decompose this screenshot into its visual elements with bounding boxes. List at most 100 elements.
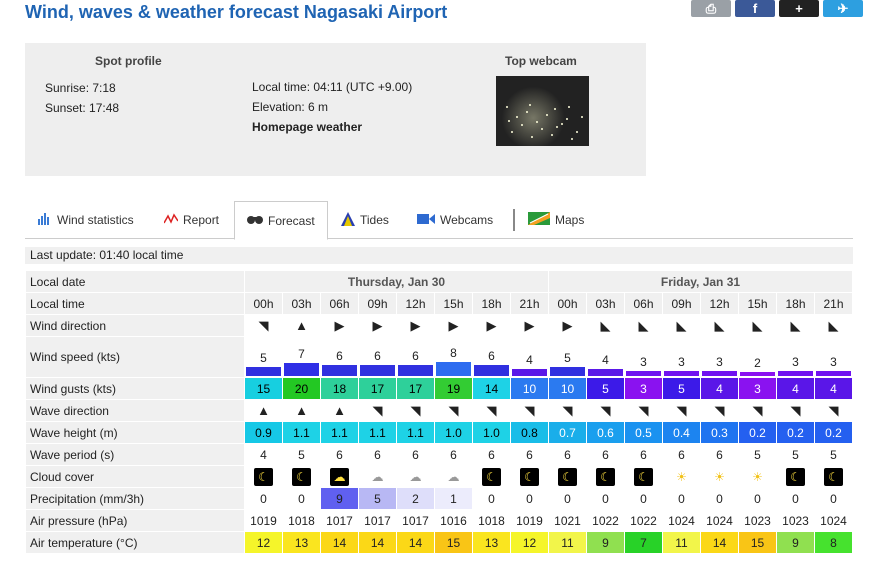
wave-period-cell: 5 — [792, 447, 799, 462]
wind-speed-cell: 4 — [587, 337, 624, 377]
wind-speed-value: 6 — [374, 349, 381, 363]
night-icon: ☾ — [596, 467, 615, 486]
row-wind-gusts: Wind gusts (kts) 15 20 18 17 17 19 14 10 10 5 3 5 4 3 4… — [26, 378, 852, 399]
precipitation-cell: 0 — [701, 488, 738, 509]
page-title: Wind, waves & weather forecast Nagasaki … — [25, 2, 448, 22]
precipitation-cell: 0 — [587, 488, 624, 509]
wave-arrow-icon: ◥ — [486, 402, 497, 418]
cloud-icon: ☁ — [371, 469, 384, 484]
wave-arrow-icon: ◥ — [448, 402, 459, 418]
wave-arrow-icon: ◥ — [828, 402, 839, 418]
wave-arrow-icon: ◥ — [638, 402, 649, 418]
wind-speed-value: 3 — [792, 355, 799, 369]
tab-label: Report — [183, 213, 220, 227]
wind-speed-value: 8 — [450, 346, 457, 360]
wave-period-cell: 6 — [716, 447, 723, 462]
row-label: Precipitation (mm/3h) — [26, 488, 244, 509]
webcam-thumbnail[interactable] — [496, 76, 589, 146]
wind-speed-bar — [512, 369, 547, 376]
wave-direction-cell: ◥ — [625, 400, 662, 421]
row-label: Air pressure (hPa) — [26, 510, 244, 531]
add-button[interactable]: + — [779, 0, 819, 17]
tab-report[interactable]: Report — [163, 201, 220, 239]
twitter-button[interactable]: ✈ — [823, 0, 863, 17]
hour-cell: 18h — [777, 293, 814, 314]
wave-arrow-icon: ◥ — [410, 402, 421, 418]
tab-label: Maps — [555, 213, 585, 227]
wind-speed-value: 3 — [678, 355, 685, 369]
tab-tides[interactable]: Tides — [341, 201, 389, 239]
wave-arrow-icon: ◥ — [562, 402, 573, 418]
wave-direction-cell: ◥ — [701, 400, 738, 421]
wind-speed-cell: 3 — [701, 337, 738, 377]
day-header: Thursday, Jan 30 — [245, 271, 548, 292]
homepage-weather-link[interactable]: Homepage weather — [252, 120, 363, 134]
binoculars-icon — [247, 214, 263, 228]
spot-profile-panel: Spot profile Sunrise: 7:18 Sunset: 17:48… — [25, 43, 646, 176]
precipitation-cell: 0 — [473, 488, 510, 509]
air-pressure-cell: 1019 — [250, 513, 277, 528]
precipitation-cell: 5 — [359, 488, 396, 509]
tab-label: Webcams — [440, 213, 494, 227]
cloud-cover-cell: ☾ — [511, 466, 548, 487]
wave-arrow-icon: ◥ — [372, 402, 383, 418]
row-local-time: Local time 00h 03h 06h 09h 12h 15h 18h 21h 00h 03h… — [26, 293, 852, 314]
tab-maps[interactable]: Maps — [528, 201, 584, 239]
wave-direction-cell: ◥ — [815, 400, 852, 421]
wave-period-cell: 6 — [336, 447, 343, 462]
twitter-icon: ✈ — [837, 1, 849, 16]
row-wave-height: Wave height (m) 0.9 1.1 1.1 1.1 1.1 1.0 1.0 0.8 0… — [26, 422, 852, 443]
print-icon: ⎙ — [705, 1, 717, 16]
cloud-cover-cell: ☾ — [625, 466, 662, 487]
print-button[interactable]: ⎙ — [691, 0, 731, 17]
wave-height-cell: 0.2 — [739, 422, 776, 443]
tab-forecast[interactable]: Forecast — [234, 201, 328, 240]
air-pressure-cell: 1024 — [820, 513, 847, 528]
wind-speed-bar — [474, 365, 509, 376]
wave-period-cell: 4 — [260, 447, 267, 462]
wind-speed-cell: 6 — [359, 337, 396, 377]
night-icon: ☾ — [558, 467, 577, 486]
wind-speed-cell: 3 — [815, 337, 852, 377]
hour-cell: 09h — [663, 293, 700, 314]
precipitation-cell: 0 — [663, 488, 700, 509]
night-icon: ☾ — [482, 467, 501, 486]
air-temperature-cell: 12 — [245, 532, 282, 553]
forecast-table: Local date Thursday, Jan 30 Friday, Jan 31… — [25, 270, 853, 554]
wind-gust-cell: 4 — [777, 378, 814, 399]
facebook-icon: f — [752, 1, 758, 16]
precipitation-cell: 0 — [777, 488, 814, 509]
air-pressure-cell: 1017 — [326, 513, 353, 528]
wave-arrow-icon: ▲ — [295, 402, 308, 418]
tab-webcams[interactable]: Webcams — [417, 201, 493, 239]
precipitation-cell: 0 — [625, 488, 662, 509]
row-wave-direction: Wave direction ▲ ▲ ▲ ◥ ◥ ◥ ◥ ◥ ◥ ◥ ◥ ◥ ◥ ◥ ◥ ◥ — [26, 400, 852, 421]
moon-icon: ☾ — [786, 467, 805, 486]
tab-wind-statistics[interactable]: Wind statistics — [38, 201, 134, 239]
wind-speed-value: 6 — [488, 349, 495, 363]
cloud-cover-cell: ☀ — [663, 466, 700, 487]
tab-label: Wind statistics — [57, 213, 134, 227]
cloud-cover-cell: ☁ — [397, 466, 434, 487]
wind-speed-bar — [322, 365, 357, 376]
wave-period-cell: 6 — [412, 447, 419, 462]
row-label: Wave period (s) — [26, 444, 244, 465]
wind-speed-value: 6 — [412, 349, 419, 363]
wind-direction-cell: ◣ — [815, 315, 852, 336]
night-cloud-icon: ☁ — [330, 467, 349, 486]
air-temperature-cell: 13 — [283, 532, 320, 553]
night-icon: ☾ — [520, 467, 539, 486]
hour-cell: 03h — [283, 293, 320, 314]
wind-direction-cell: ▶ — [321, 315, 358, 336]
row-wind-direction: Wind direction ◥ ▲ ▶ ▶ ▶ ▶ ▶ ▶ ▶ ◣ ◣ ◣ ◣ ◣ ◣ ◣ — [26, 315, 852, 336]
wind-speed-cell: 8 — [435, 337, 472, 377]
air-temperature-cell: 7 — [625, 532, 662, 553]
wave-period-cell: 5 — [298, 447, 305, 462]
cloud-cover-cell: ☁ — [321, 466, 358, 487]
precipitation-cell: 2 — [397, 488, 434, 509]
wind-gust-cell: 5 — [587, 378, 624, 399]
air-temperature-cell: 15 — [739, 532, 776, 553]
wind-gust-cell: 10 — [549, 378, 586, 399]
wind-direction-cell: ▲ — [283, 315, 320, 336]
facebook-button[interactable]: f — [735, 0, 775, 17]
